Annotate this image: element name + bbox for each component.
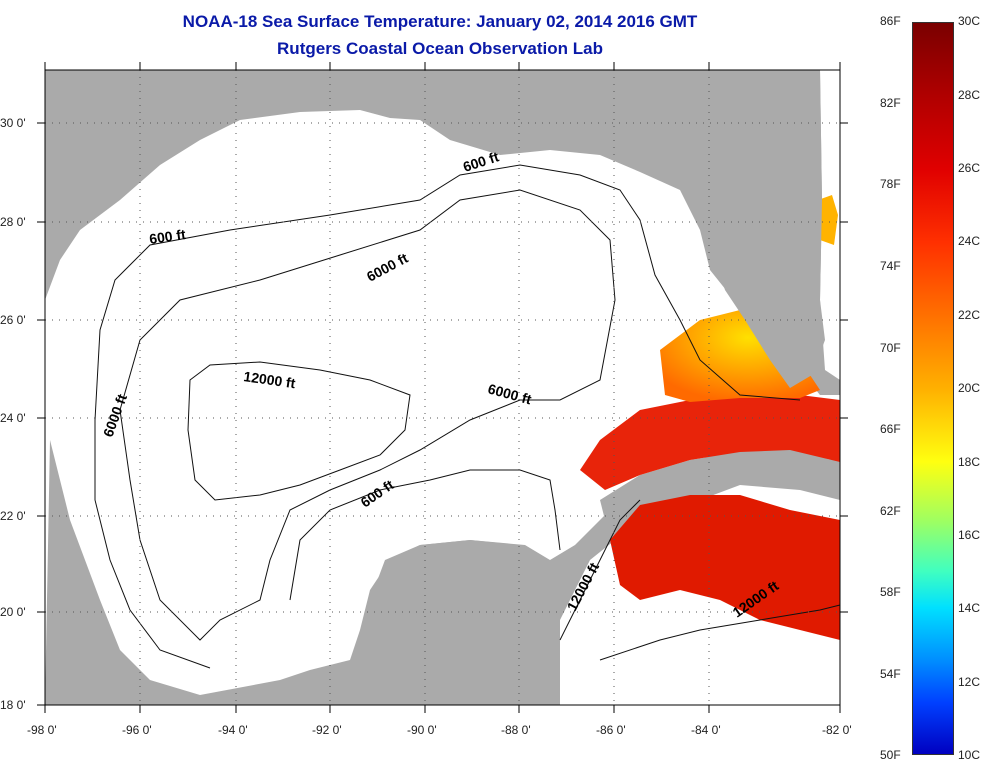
colorbar-c-label: 30C xyxy=(958,14,981,28)
colorbar-c-label: 16C xyxy=(958,528,981,542)
map-title: NOAA-18 Sea Surface Temperature: January… xyxy=(182,12,698,31)
lat-label: 28 0' xyxy=(0,215,26,229)
lon-label: -94 0' xyxy=(218,723,248,737)
florida-land xyxy=(620,70,825,388)
contour-label-12000-center: 12000 ft xyxy=(243,368,297,391)
contour-12000 xyxy=(187,361,411,501)
lon-label: -82 0' xyxy=(822,723,852,737)
colorbar-f-label: 70F xyxy=(880,341,901,355)
contour-600-yucatan xyxy=(289,469,561,601)
map-subtitle: Rutgers Coastal Ocean Observation Lab xyxy=(277,39,603,58)
colorbar-c-label: 20C xyxy=(958,381,981,395)
sst-patch-atlantic xyxy=(818,195,838,245)
graticule xyxy=(45,70,840,705)
contour-12000-straits xyxy=(559,499,641,641)
bathymetry-contours xyxy=(94,164,841,669)
sst-patch-caribbean xyxy=(610,495,840,640)
lon-label: -84 0' xyxy=(691,723,721,737)
contour-600-west xyxy=(94,420,211,669)
temperature-colorbar xyxy=(912,22,954,755)
sst-patch-straits xyxy=(580,395,840,490)
contour-label-600-west: 600 ft xyxy=(148,226,187,247)
lon-label: -88 0' xyxy=(501,723,531,737)
yucatan-land xyxy=(320,540,560,705)
lon-label: -98 0' xyxy=(27,723,57,737)
colorbar-c-label: 14C xyxy=(958,601,981,615)
colorbar-f-label: 78F xyxy=(880,177,901,191)
map-border xyxy=(44,69,841,706)
colorbar-f-label: 82F xyxy=(880,96,901,110)
axis-ticks xyxy=(37,62,848,713)
contour-12000-caribbean xyxy=(599,604,841,661)
lon-label: -90 0' xyxy=(407,723,437,737)
colorbar-c-label: 12C xyxy=(958,675,981,689)
colorbar-c-label: 10C xyxy=(958,748,981,762)
colorbar-f-label: 74F xyxy=(880,259,901,273)
lon-label: -86 0' xyxy=(596,723,626,737)
cuba-land xyxy=(600,450,840,520)
lon-label: -96 0' xyxy=(122,723,152,737)
colorbar-f-label: 54F xyxy=(880,667,901,681)
colorbar-c-label: 22C xyxy=(958,308,981,322)
lon-label: -92 0' xyxy=(312,723,342,737)
colorbar-f-label: 86F xyxy=(880,14,901,28)
colorbar-c-label: 28C xyxy=(958,88,981,102)
colorbar-f-label: 50F xyxy=(880,748,901,762)
contour-600-outer xyxy=(94,164,801,421)
colorbar-c-label: 18C xyxy=(958,455,981,469)
colorbar-c-label: 24C xyxy=(958,234,981,248)
gulf-water xyxy=(45,110,840,705)
sst-patch-shelf xyxy=(660,310,820,402)
lat-label: 30 0' xyxy=(0,116,26,130)
colorbar-f-label: 58F xyxy=(880,585,901,599)
lat-label: 26 0' xyxy=(0,313,26,327)
colorbar-f-label: 62F xyxy=(880,504,901,518)
lat-label: 22 0' xyxy=(0,509,26,523)
contour-6000 xyxy=(119,189,616,641)
lat-label: 18 0' xyxy=(0,698,26,712)
lat-label: 20 0' xyxy=(0,605,26,619)
lat-label: 24 0' xyxy=(0,411,26,425)
colorbar-f-label: 66F xyxy=(880,422,901,436)
colorbar-c-label: 26C xyxy=(958,161,981,175)
